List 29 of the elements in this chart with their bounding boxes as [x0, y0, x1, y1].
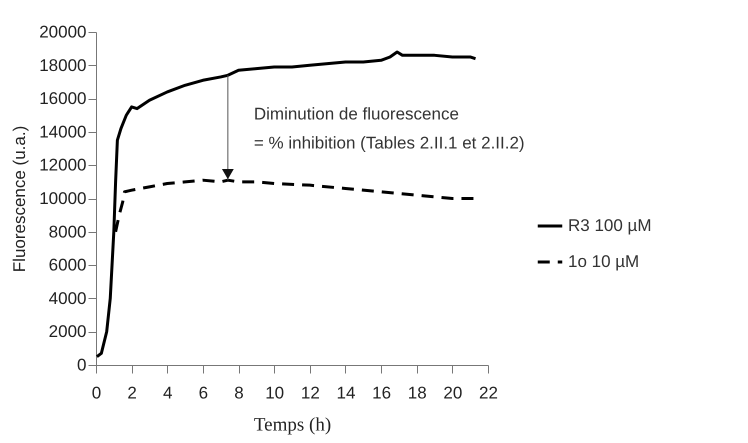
y-tick-label: 0: [77, 356, 86, 374]
y-tick-label: 10000: [39, 189, 86, 208]
y-tick-label: 18000: [39, 56, 86, 75]
x-tick-label: 6: [198, 384, 208, 402]
y-axis-title: Fluorescence (u.a.): [10, 126, 30, 272]
legend-label: 1o 10 µM: [568, 252, 640, 271]
x-tick-label: 4: [163, 384, 173, 402]
line-series: [96, 50, 478, 358]
x-tick-label: 0: [92, 384, 102, 402]
annotation: Diminution de fluorescence = % inhibition (Tables 2.II.1 et 2.II.2): [254, 104, 525, 152]
x-tick-label: 8: [234, 384, 244, 402]
x-tick-label: 22: [479, 384, 498, 402]
y-tick-label: 4000: [48, 288, 86, 308]
y-tick-label: 20000: [39, 22, 86, 42]
x-tick-label: 12: [300, 384, 320, 402]
x-tick-label: 10: [265, 384, 284, 402]
y-tick-label: 2000: [48, 322, 86, 342]
legend-label: R3 100 µM: [568, 216, 652, 235]
x-tick-label: 14: [336, 384, 356, 402]
x-axis-title: Temps (h): [254, 414, 332, 436]
x-tick-label: 2: [127, 384, 137, 402]
x-tick-label: 18: [408, 384, 427, 402]
x-tick-label: 20: [443, 384, 462, 402]
x-tick-label: 16: [372, 384, 392, 402]
y-tick-label: 8000: [48, 222, 86, 242]
y-tick-label: 6000: [48, 256, 86, 275]
y-tick-label: 16000: [39, 89, 86, 108]
y-tick-label: 12000: [39, 156, 86, 175]
y-tick-label: 14000: [39, 122, 86, 142]
